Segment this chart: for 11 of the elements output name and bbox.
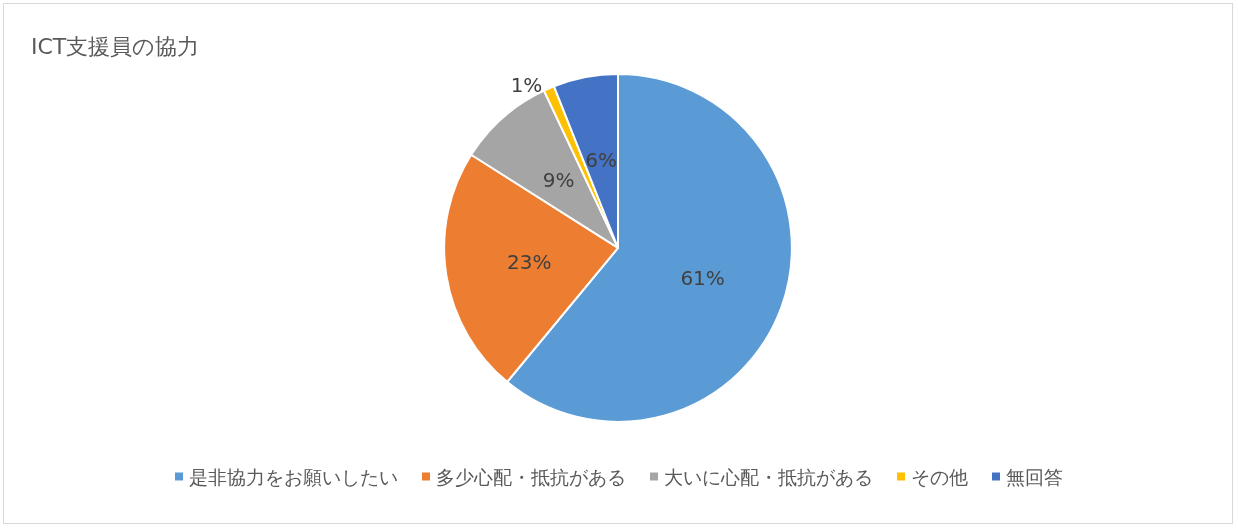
legend-label: 無回答: [1006, 465, 1063, 488]
data-label: 9%: [542, 168, 575, 193]
legend-label: 多少心配・抵抗がある: [436, 465, 626, 488]
legend-label: 是非協力をお願いしたい: [189, 465, 398, 488]
data-label: 61%: [680, 266, 725, 291]
data-label: 1%: [510, 72, 543, 97]
legend-label: その他: [911, 465, 968, 488]
chart-title: ICT支援員の協力: [31, 33, 200, 59]
data-label: 6%: [585, 147, 618, 172]
data-label: 23%: [506, 250, 552, 274]
legend-label: 大いに心配・抵抗がある: [664, 465, 873, 488]
